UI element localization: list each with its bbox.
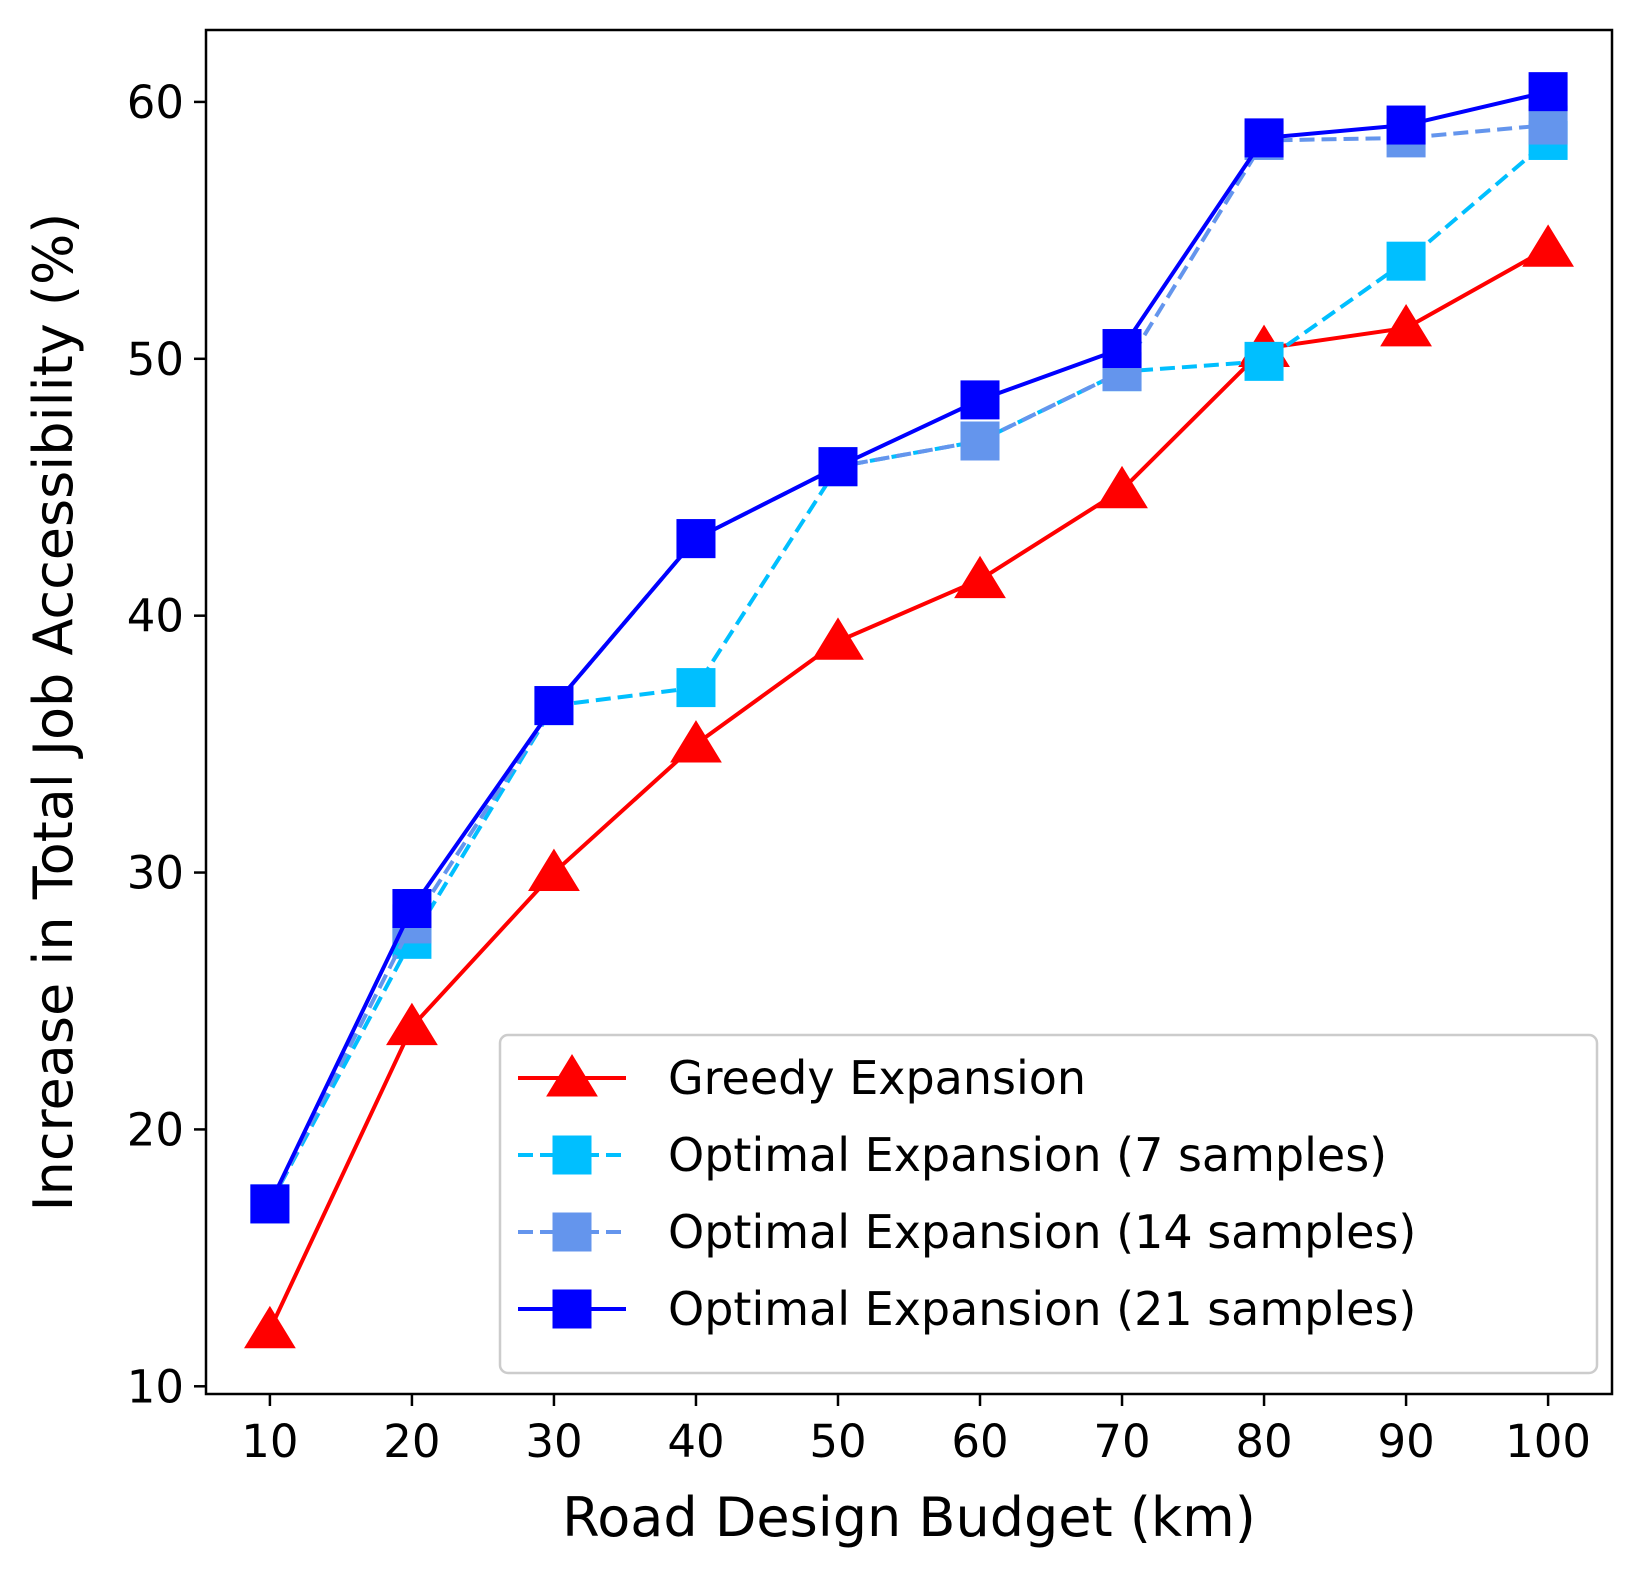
legend-label: Optimal Expansion (21 samples) <box>668 1282 1416 1336</box>
legend-marker <box>552 1289 592 1329</box>
legend: Greedy Expansion Optimal Expansion (7 sam… <box>498 1033 1599 1375</box>
plot-frame <box>204 28 1614 1396</box>
series-line <box>268 89 1549 1205</box>
data-point <box>528 848 580 891</box>
legend-marker <box>552 1212 592 1252</box>
series-optimal-expansion-21-samples <box>250 72 1568 1224</box>
data-point <box>244 1305 296 1349</box>
legend-marker <box>552 1135 592 1175</box>
x-tick-label: 100 <box>1505 1415 1591 1468</box>
data-point <box>1244 118 1284 158</box>
data-point <box>812 617 864 660</box>
x-tick-label: 90 <box>1377 1415 1434 1468</box>
legend-label: Optimal Expansion (14 samples) <box>668 1205 1416 1259</box>
data-point <box>1386 241 1426 281</box>
x-tick-label: 70 <box>1093 1415 1150 1468</box>
series-greedy-expansion <box>244 224 1574 1349</box>
data-point <box>534 686 574 726</box>
data-point <box>386 1002 438 1046</box>
data-point <box>960 380 1000 420</box>
legend-marker <box>546 1054 598 1097</box>
y-tick-label: 60 <box>127 76 184 129</box>
legend-entry: Optimal Expansion (14 samples) <box>518 1205 1416 1259</box>
series-line <box>268 246 1550 1331</box>
x-axis-ticks: 10 20 30 40 50 60 70 80 90 100 <box>241 1394 1591 1468</box>
series-layer <box>244 72 1574 1349</box>
legend-entry: Optimal Expansion (21 samples) <box>518 1282 1416 1336</box>
data-point <box>960 421 1000 461</box>
x-axis-title: Road Design Budget (km) <box>562 1486 1256 1549</box>
y-tick-label: 50 <box>127 333 184 386</box>
data-point <box>1102 329 1142 369</box>
data-point <box>250 1184 290 1224</box>
data-point <box>676 519 716 559</box>
legend-label: Optimal Expansion (7 samples) <box>668 1128 1387 1182</box>
y-tick-label: 10 <box>127 1360 184 1413</box>
data-point <box>1522 224 1574 267</box>
data-point <box>1528 72 1568 112</box>
y-tick-label: 20 <box>127 1103 184 1156</box>
legend-label: Greedy Expansion <box>668 1051 1086 1105</box>
data-point <box>1244 341 1284 381</box>
x-tick-label: 50 <box>809 1415 866 1468</box>
x-tick-label: 30 <box>525 1415 582 1468</box>
y-tick-label: 30 <box>127 847 184 900</box>
y-axis-title: Increase in Total Job Accessibility (%) <box>22 213 85 1212</box>
data-point <box>1528 105 1568 145</box>
data-point <box>1096 465 1148 509</box>
data-point <box>1380 304 1432 347</box>
data-point <box>1386 105 1426 145</box>
legend-entry: Optimal Expansion (7 samples) <box>518 1128 1387 1182</box>
x-tick-label: 60 <box>951 1415 1008 1468</box>
x-tick-label: 20 <box>383 1415 440 1468</box>
legend-items: Greedy Expansion Optimal Expansion (7 sam… <box>518 1051 1416 1336</box>
x-tick-label: 40 <box>667 1415 724 1468</box>
series-line <box>268 123 1549 1205</box>
y-tick-label: 40 <box>127 590 184 643</box>
legend-box <box>498 1033 1599 1375</box>
data-point <box>670 720 722 763</box>
x-tick-label: 80 <box>1235 1415 1292 1468</box>
x-tick-label: 10 <box>241 1415 298 1468</box>
data-point <box>818 447 858 487</box>
data-point <box>392 889 432 929</box>
y-axis-ticks: 10 20 30 40 50 60 <box>127 76 206 1413</box>
data-point <box>676 668 716 708</box>
data-point <box>954 555 1006 599</box>
legend-entry: Greedy Expansion <box>518 1051 1086 1105</box>
